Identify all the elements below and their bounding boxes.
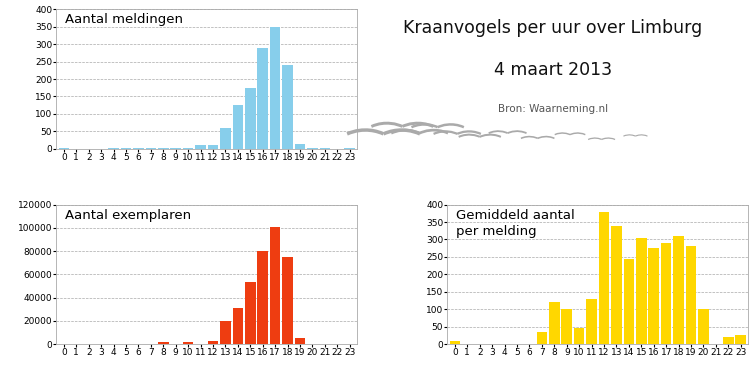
Bar xyxy=(282,65,293,149)
Bar xyxy=(270,27,280,149)
Bar xyxy=(282,257,293,344)
Bar xyxy=(245,88,256,149)
Bar xyxy=(59,148,69,149)
Bar xyxy=(735,336,746,344)
Bar xyxy=(257,251,268,344)
Bar xyxy=(549,302,559,344)
Text: Kraanvogels per uur over Limburg: Kraanvogels per uur over Limburg xyxy=(403,19,702,36)
Bar xyxy=(562,309,572,344)
Text: Bron: Waarneming.nl: Bron: Waarneming.nl xyxy=(498,104,608,114)
Bar xyxy=(295,338,305,344)
Bar xyxy=(208,341,218,344)
Text: Aantal meldingen: Aantal meldingen xyxy=(65,13,183,26)
Bar xyxy=(661,243,672,344)
Bar xyxy=(686,247,696,344)
Bar xyxy=(574,328,584,344)
Text: Gemiddeld aantal
per melding: Gemiddeld aantal per melding xyxy=(456,209,575,238)
Bar xyxy=(270,227,280,344)
Bar xyxy=(344,148,355,149)
Bar xyxy=(537,332,547,344)
Bar xyxy=(245,282,256,344)
Bar xyxy=(673,236,684,344)
Bar xyxy=(232,105,243,149)
Bar xyxy=(636,238,647,344)
Text: 4 maart 2013: 4 maart 2013 xyxy=(493,61,612,79)
Bar xyxy=(232,308,243,344)
Bar xyxy=(648,248,659,344)
Bar xyxy=(723,337,734,344)
Text: Aantal exemplaren: Aantal exemplaren xyxy=(65,209,192,222)
Bar xyxy=(599,212,609,344)
Bar xyxy=(307,343,318,344)
Bar xyxy=(208,145,218,149)
Bar xyxy=(698,309,709,344)
Bar xyxy=(220,128,231,149)
Bar xyxy=(196,145,206,149)
Bar xyxy=(611,225,622,344)
Bar xyxy=(295,144,305,149)
Bar xyxy=(307,148,318,149)
Bar xyxy=(257,48,268,149)
Bar xyxy=(623,259,634,344)
Bar xyxy=(158,342,168,344)
Bar xyxy=(220,321,231,344)
Bar xyxy=(450,341,460,344)
Bar xyxy=(587,299,597,344)
Bar xyxy=(183,342,193,344)
